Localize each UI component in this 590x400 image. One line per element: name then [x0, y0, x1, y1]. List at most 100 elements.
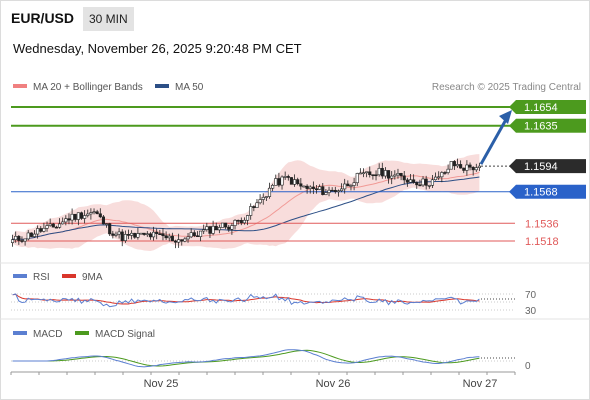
candle-body	[314, 188, 319, 190]
macd-tick-label: 0	[525, 361, 531, 372]
rsi-line	[12, 293, 480, 308]
candle-body	[296, 179, 300, 185]
candle-body	[183, 238, 187, 242]
candle-body	[343, 183, 347, 190]
candle-body	[64, 218, 68, 223]
candle-body	[255, 202, 259, 208]
currency-pair-title: EUR/USD	[11, 10, 75, 26]
candle-body	[311, 186, 315, 189]
candle-body	[302, 185, 306, 188]
candle-body	[443, 172, 447, 174]
candle-body	[396, 173, 400, 176]
macd-signal-legend-label: MACD Signal	[95, 329, 155, 340]
candle-body	[349, 185, 353, 187]
candle-body	[371, 174, 375, 176]
candle-body	[477, 165, 481, 168]
candle-body	[387, 170, 391, 179]
level-box-1	[516, 118, 586, 133]
timeframe-button[interactable]: 30 MIN	[83, 7, 134, 31]
x-axis: Nov 25 Nov 26 Nov 27	[10, 371, 516, 390]
candle-body	[249, 206, 253, 216]
candle-body	[308, 186, 312, 189]
candle-body	[446, 168, 450, 173]
candle-body	[114, 233, 118, 236]
candle-body	[217, 227, 221, 231]
level-box-3	[516, 184, 586, 199]
candle-body	[258, 199, 262, 204]
candle-body	[101, 216, 105, 225]
x-tick-label: Nov 27	[463, 378, 498, 390]
candle-body	[459, 164, 463, 169]
ma20-legend-label: MA 20 + Bollinger Bands	[33, 82, 143, 93]
candle-body	[45, 225, 49, 229]
macd-signal-legend-swatch	[75, 331, 89, 335]
candle-body	[415, 182, 419, 186]
candle-body	[167, 235, 171, 239]
candle-body	[180, 239, 184, 242]
candle-body	[440, 172, 444, 178]
candle-body	[299, 183, 303, 187]
candle-body	[374, 174, 378, 177]
x-tick-label: Nov 25	[144, 378, 179, 390]
rsi-legend: RSI 9MA	[13, 272, 103, 283]
candle-body	[421, 178, 425, 186]
candle-body	[161, 233, 165, 237]
main-legend: MA 20 + Bollinger Bands MA 50 Research ©…	[13, 82, 581, 93]
candle-body	[352, 182, 356, 186]
candle-body	[318, 186, 322, 190]
rsi-legend-label: RSI	[33, 272, 50, 283]
candle-body	[61, 221, 65, 225]
level-label-5: 1.1518	[525, 236, 559, 248]
candle-body	[434, 176, 438, 181]
candle-body	[252, 206, 256, 208]
macd-legend-label: MACD	[33, 329, 62, 340]
candle-body	[227, 226, 231, 230]
candle-body	[105, 223, 109, 225]
candle-body	[108, 223, 112, 235]
candle-body	[336, 190, 340, 193]
bollinger-band	[12, 154, 480, 251]
candle-body	[286, 176, 290, 178]
candle-body	[98, 213, 102, 218]
candle-body	[133, 232, 137, 238]
candle-body	[155, 231, 159, 234]
level-label-0: 1.1654	[524, 102, 558, 114]
candle-body	[67, 218, 71, 221]
level-box-pointer-1	[509, 118, 516, 133]
candle-body	[123, 234, 127, 241]
candle-body	[327, 189, 331, 193]
candle-body	[283, 176, 287, 178]
candle-body	[346, 183, 350, 187]
candle-body	[73, 213, 77, 220]
candle-body	[130, 232, 134, 236]
candle-body	[393, 174, 397, 177]
forecast-arrow-shaft	[479, 115, 510, 165]
candle-body	[264, 196, 268, 198]
candle-body	[361, 172, 366, 175]
candle-body	[277, 178, 281, 186]
candle-body	[126, 234, 131, 236]
candle-body	[365, 171, 369, 174]
candle-body	[170, 235, 174, 242]
macd-legend: MACD MACD Signal	[13, 329, 155, 340]
candle-body	[418, 184, 422, 187]
candle-body	[377, 168, 381, 176]
candle-body	[120, 231, 124, 241]
ma50-legend-swatch	[155, 84, 169, 88]
candle-body	[83, 215, 87, 219]
x-tick-label: Nov 26	[316, 378, 351, 390]
candle-body	[89, 212, 93, 215]
candle-body	[205, 226, 209, 230]
candle-body	[412, 179, 416, 183]
level-box-pointer-0	[509, 100, 516, 114]
candle-body	[452, 161, 456, 167]
rsi-tick-label: 30	[525, 306, 537, 317]
candle-body	[236, 219, 240, 222]
candle-body	[211, 225, 215, 234]
candle-body	[465, 164, 469, 171]
candle-body	[330, 189, 334, 192]
candle-body	[70, 213, 74, 221]
candle-body	[280, 176, 284, 186]
candle-body	[20, 240, 24, 242]
candle-body	[48, 223, 52, 226]
